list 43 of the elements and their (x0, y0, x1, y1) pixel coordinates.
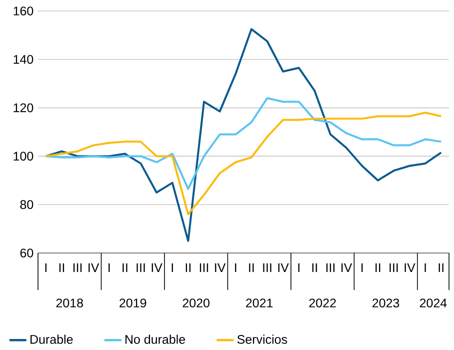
text: 2018 (56, 298, 83, 308)
text: 2021 (246, 298, 273, 308)
x-tick-label: I (172, 263, 173, 272)
x-tick-label: IV (342, 263, 352, 272)
x-tick-label: II (376, 263, 380, 272)
x-tick-label: IV (404, 263, 416, 272)
y-tick-label: 80 (20, 200, 34, 210)
x-tick-label: I (108, 263, 110, 272)
x-tick-label: II (438, 263, 444, 272)
y-tick-label: 120 (14, 103, 34, 112)
text: 2019 (120, 298, 146, 308)
x-tick-label: I (361, 263, 363, 272)
x-tick-label: IV (278, 263, 289, 272)
x-tick-label: II (186, 263, 190, 272)
x-tick-label: I (45, 263, 46, 272)
y-tick-label: 100 (14, 152, 34, 161)
x-tick-label: III (73, 263, 82, 272)
text: 2022 (309, 298, 336, 308)
x-tick-label: III (263, 263, 272, 272)
x-tick-label: IV (215, 263, 226, 272)
text: 2020 (182, 298, 210, 308)
legend-label: Durable (30, 334, 73, 344)
x-tick-label: III (326, 263, 334, 272)
text: 2024 (420, 298, 447, 308)
legend-label: No durable (125, 334, 186, 344)
x-tick-label: III (200, 263, 208, 272)
x-tick-label: III (390, 263, 398, 272)
x-tick-label: II (59, 263, 64, 272)
line-series (44, 97, 442, 190)
y-tick-label: 160 (14, 6, 34, 16)
y-tick-label: 60 (20, 248, 34, 258)
x-tick-label: II (312, 263, 317, 272)
y-tick-label: 140 (14, 54, 34, 64)
x-tick-label: I (298, 263, 300, 272)
text: 2023 (372, 298, 400, 308)
x-tick-label: II (122, 263, 128, 272)
x-tick-label: I (235, 263, 236, 272)
x-tick-label: III (136, 263, 145, 272)
x-tick-label: IV (152, 263, 162, 272)
x-tick-label: I (424, 263, 426, 272)
legend-label: Servicios (237, 334, 288, 344)
x-tick-label: II (249, 263, 254, 272)
x-tick-label: IV (88, 263, 100, 272)
